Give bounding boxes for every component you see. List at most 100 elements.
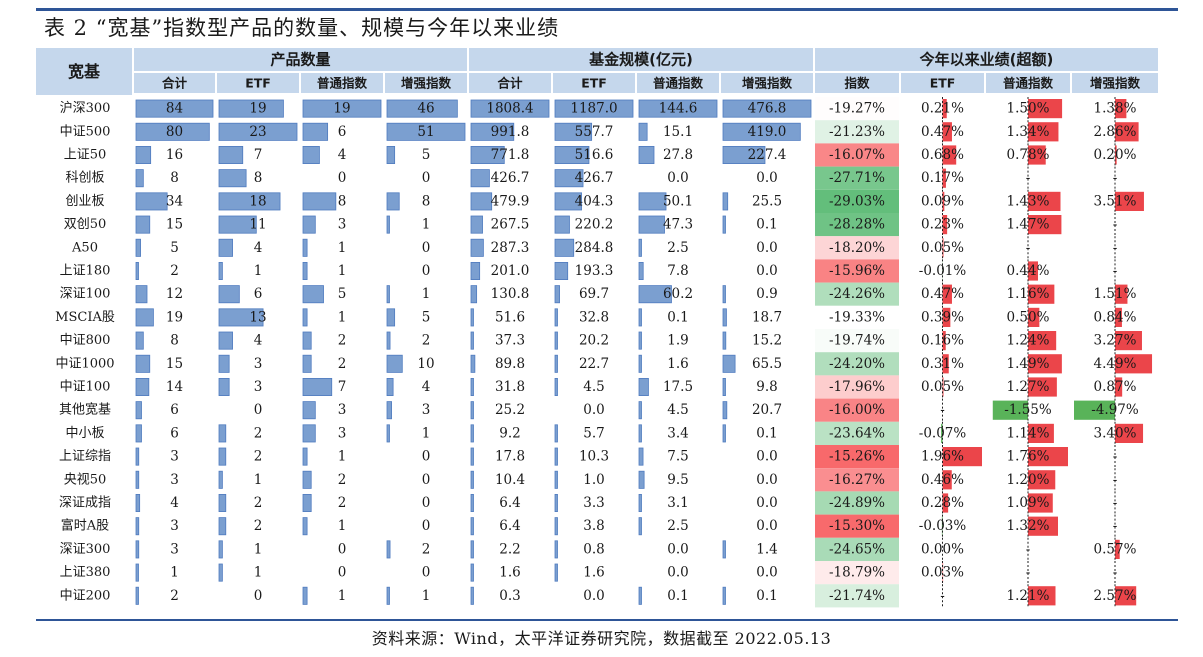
count-value: 1	[338, 449, 347, 465]
scale-bar	[554, 285, 560, 304]
header-cell-row-label	[36, 48, 132, 95]
perf-pos-bar	[1028, 122, 1059, 142]
count-value: 23	[249, 124, 266, 140]
count-value: 19	[333, 101, 350, 117]
perf-value: 1.24%	[1007, 333, 1050, 349]
perf-value: -	[1113, 170, 1118, 186]
perf-value: 3.51%	[1094, 193, 1137, 209]
count-bar	[386, 401, 392, 420]
source-note: 资料来源：Wind，太平洋证券研究院，数据截至 2022.05.13	[371, 629, 832, 648]
scale-bar	[554, 308, 558, 327]
count-bar	[135, 122, 210, 141]
scale-bar	[470, 354, 476, 373]
scale-value: 991.8	[491, 124, 530, 140]
count-value: 0	[254, 402, 263, 418]
perf-pos-bar	[1028, 284, 1055, 304]
count-value: 11	[249, 217, 266, 233]
count-bar	[135, 238, 141, 257]
scale-value: 1.0	[583, 472, 604, 488]
perf-value: -	[1113, 472, 1118, 488]
count-value: 12	[166, 286, 183, 302]
scale-value: 17.5	[663, 379, 693, 395]
scale-value: 516.6	[575, 147, 614, 163]
count-value: 4	[422, 379, 431, 395]
perf-value: 0.47%	[921, 124, 964, 140]
header-group-label: 基金规模(亿元)	[588, 51, 693, 69]
count-value: 1	[422, 286, 431, 302]
count-value: 1	[338, 240, 347, 256]
count-bar	[302, 285, 324, 304]
count-value: 2	[170, 588, 179, 604]
header-sub-label: ETF	[930, 76, 956, 91]
scale-value: 7.8	[667, 263, 688, 279]
perf-value: 0.28%	[921, 495, 964, 511]
count-value: 15	[166, 356, 183, 372]
count-value: 84	[166, 101, 183, 117]
perf-pos-bar	[942, 447, 982, 467]
scale-bar	[554, 493, 558, 512]
perf-value: 0.05%	[921, 379, 964, 395]
scale-value: 0.0	[667, 170, 688, 186]
scale-value: 1.6	[499, 565, 520, 581]
row-label: MSCIA股	[55, 310, 115, 325]
perf-value: -4.97%	[1091, 402, 1139, 418]
perf-value: -0.03%	[919, 518, 967, 534]
perf-value: 1.50%	[1007, 101, 1050, 117]
count-value: 13	[249, 309, 266, 325]
index-perf-cell	[815, 189, 899, 213]
scale-bar	[470, 122, 515, 141]
count-bar	[135, 586, 139, 605]
scale-bar	[470, 517, 474, 536]
scale-value: 426.7	[491, 170, 530, 186]
perf-value: 0.47%	[921, 286, 964, 302]
header-sub-label: 合计	[162, 76, 188, 91]
count-value: 1	[422, 588, 431, 604]
count-bar	[218, 122, 298, 141]
count-value: 0	[254, 588, 263, 604]
count-bar	[218, 540, 223, 559]
count-bar	[386, 99, 458, 118]
scale-value: 287.3	[491, 240, 530, 256]
row-label: 上证180	[60, 264, 111, 279]
perf-value: -	[1026, 170, 1031, 186]
scale-value: 0.1	[667, 309, 688, 325]
row-label: 上证综指	[59, 449, 111, 464]
perf-value: -	[940, 588, 945, 604]
count-value: 0	[338, 170, 347, 186]
scale-value: 9.2	[499, 425, 520, 441]
index-perf-value: -24.89%	[829, 495, 885, 511]
perf-value: -	[1113, 449, 1118, 465]
perf-value: 0.84%	[1094, 309, 1137, 325]
scale-value: 15.1	[663, 124, 693, 140]
scale-bar	[554, 470, 558, 489]
scale-value: 0.8	[583, 541, 604, 557]
count-bar	[218, 563, 223, 582]
perf-value: 0.05%	[921, 240, 964, 256]
scale-bar	[638, 285, 672, 304]
index-perf-value: -28.28%	[829, 217, 885, 233]
count-value: 0	[338, 541, 347, 557]
count-value: 2	[338, 472, 347, 488]
scale-bar	[638, 447, 644, 466]
scale-bar	[638, 470, 645, 489]
scale-bar	[554, 424, 558, 443]
index-perf-value: -15.30%	[829, 518, 885, 534]
scale-bar	[554, 447, 558, 466]
scale-bar	[470, 238, 484, 257]
row-label: 中证100	[60, 380, 111, 395]
count-value: 16	[166, 147, 183, 163]
scale-value: 6.4	[499, 495, 520, 511]
perf-pos-bar	[1115, 539, 1120, 559]
perf-value: -	[1113, 263, 1118, 279]
row-label: 双创50	[64, 217, 107, 232]
row-label: 中证800	[60, 333, 111, 348]
scale-bar	[722, 331, 727, 350]
scale-bar	[470, 540, 474, 559]
count-bar	[135, 215, 151, 234]
perf-value: 0.16%	[921, 333, 964, 349]
perf-pos-bar	[942, 331, 946, 351]
scale-value: 0.0	[667, 541, 688, 557]
scale-value: 2.2	[499, 541, 520, 557]
count-value: 10	[417, 356, 434, 372]
